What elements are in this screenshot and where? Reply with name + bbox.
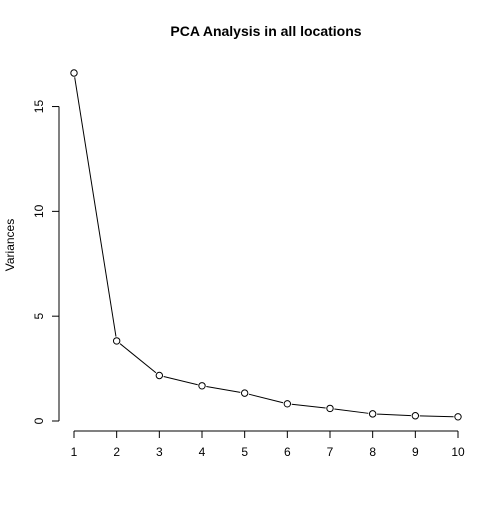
x-tick-label: 1 bbox=[71, 445, 78, 459]
data-point bbox=[156, 372, 162, 378]
data-point bbox=[327, 405, 333, 411]
data-point bbox=[71, 70, 77, 76]
y-tick-label: 5 bbox=[32, 313, 46, 320]
x-tick-label: 9 bbox=[412, 445, 419, 459]
data-point bbox=[199, 383, 205, 389]
series-line-segment bbox=[420, 416, 454, 417]
series-line-segment bbox=[206, 387, 240, 393]
data-points bbox=[71, 70, 461, 420]
chart-title: PCA Analysis in all locations bbox=[170, 23, 361, 39]
y-tick-label: 10 bbox=[32, 204, 46, 218]
x-tick-label: 5 bbox=[241, 445, 248, 459]
y-tick-label: 0 bbox=[32, 417, 46, 424]
x-tick-label: 10 bbox=[451, 445, 465, 459]
series-line-segment bbox=[377, 414, 411, 415]
x-tick-label: 4 bbox=[199, 445, 206, 459]
series-line-segment bbox=[334, 409, 368, 413]
series-line-segment bbox=[292, 404, 326, 408]
x-tick-label: 8 bbox=[369, 445, 376, 459]
data-point bbox=[113, 338, 119, 344]
x-tick-label: 3 bbox=[156, 445, 163, 459]
y-axis-label: Variances bbox=[3, 219, 17, 271]
y-tick-label: 15 bbox=[32, 100, 46, 114]
x-tick-label: 2 bbox=[113, 445, 120, 459]
axes: 1 2 3 4 5 6 7 8 9 10 0 5 10 15 bbox=[32, 100, 465, 459]
series-line-segment bbox=[120, 344, 156, 373]
x-tick-label: 6 bbox=[284, 445, 291, 459]
series-line-group bbox=[75, 77, 454, 416]
data-point bbox=[241, 390, 247, 396]
data-point bbox=[369, 411, 375, 417]
series-line-segment bbox=[249, 394, 283, 403]
data-point bbox=[412, 413, 418, 419]
series-line-segment bbox=[75, 77, 116, 336]
data-point bbox=[284, 401, 290, 407]
x-tick-label: 7 bbox=[327, 445, 334, 459]
series-line-segment bbox=[164, 377, 198, 385]
data-point bbox=[455, 414, 461, 420]
